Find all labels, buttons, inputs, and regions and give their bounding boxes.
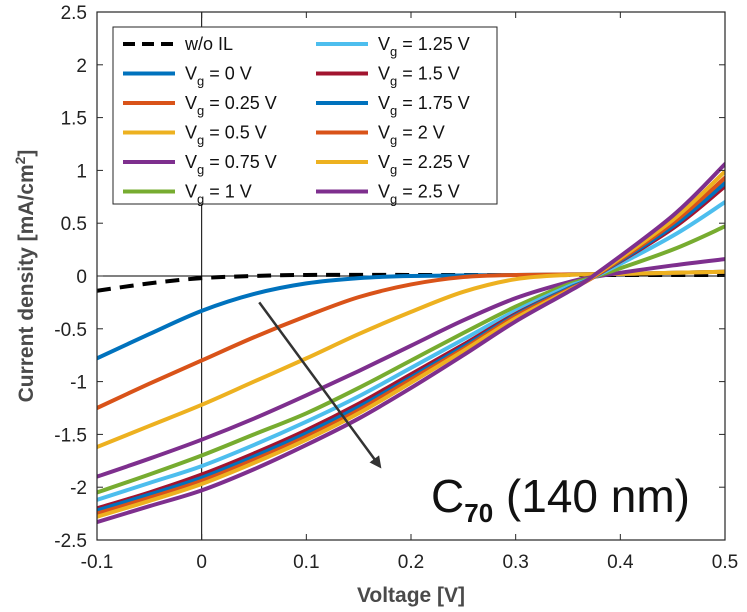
legend-label-sub: g	[197, 133, 204, 148]
y-axis-label: Current density [mA/cm2]	[12, 150, 38, 403]
legend-label-0: w/o IL	[184, 34, 233, 54]
x-tick-label: 0.1	[293, 552, 319, 573]
legend-label-v: V	[185, 123, 197, 143]
legend-label-v: V	[378, 34, 390, 54]
legend-label-v: V	[185, 152, 197, 172]
series-line-11	[97, 162, 725, 525]
legend-label-sub: g	[390, 103, 397, 118]
y-tick-label: -0.5	[54, 320, 87, 341]
sample-annotation: C70 (140 nm)	[431, 470, 690, 528]
x-tick-label: 0.4	[607, 552, 634, 573]
x-tick-label: -0.1	[81, 552, 114, 573]
legend-label-v: V	[185, 64, 197, 84]
sample-annotation-sub: 70	[464, 498, 493, 528]
x-tick-label: 0.2	[398, 552, 424, 573]
legend-label-rest: = 0.75 V	[204, 152, 277, 172]
legend-box	[112, 26, 498, 205]
legend-label-rest: = 2.25 V	[397, 152, 470, 172]
legend-label-1: Vg = 0 V	[185, 64, 252, 89]
y-tick-label: -1	[70, 373, 87, 394]
y-ticks: -2.5 -2 -1.5 -1 -0.5 0 0.5 1 1.5 2 2.5	[54, 3, 725, 552]
legend-label-2: Vg = 0.25 V	[185, 93, 277, 118]
legend-label-rest: = 1 V	[204, 182, 252, 202]
legend-label-sub: g	[390, 192, 397, 207]
legend-label-10: Vg = 2.25 V	[378, 152, 470, 177]
legend-label-sub: g	[197, 192, 204, 207]
y-axis-label-sup: 2	[12, 156, 28, 164]
legend-label-rest: = 2 V	[397, 123, 445, 143]
sample-annotation-main: C	[431, 470, 464, 522]
x-tick-label: 0	[196, 552, 207, 573]
legend-label-sub: g	[390, 74, 397, 89]
legend-label-rest: = 0.5 V	[204, 123, 267, 143]
legend-label-sub: g	[390, 44, 397, 59]
legend-label-v: V	[185, 93, 197, 113]
legend-label-sub: g	[197, 162, 204, 177]
legend-label-sub: g	[390, 162, 397, 177]
legend-label-7: Vg = 1.5 V	[378, 64, 460, 89]
x-tick-label: 0.3	[502, 552, 528, 573]
y-axis-label-end: ]	[15, 150, 38, 157]
legend-label-v: V	[378, 64, 390, 84]
legend-label-v: V	[185, 182, 197, 202]
y-axis-label-main: Current density [mA/cm	[15, 164, 38, 402]
legend-label-v: V	[378, 123, 390, 143]
x-tick-label: 0.5	[712, 552, 738, 573]
y-tick-label: 1	[76, 161, 87, 182]
legend-label-9: Vg = 2 V	[378, 123, 445, 148]
legend-label-rest: = 0 V	[204, 64, 252, 84]
legend-label-4: Vg = 0.75 V	[185, 152, 277, 177]
legend-label-rest: = 0.25 V	[204, 93, 277, 113]
sample-annotation-rest: (140 nm)	[493, 470, 690, 522]
legend-label-sub: g	[390, 133, 397, 148]
trend-arrow-layer	[258, 301, 382, 469]
legend-label-6: Vg = 1.25 V	[378, 34, 470, 59]
y-tick-label: 0	[76, 267, 87, 288]
legend-label-v: V	[378, 93, 390, 113]
series-layer	[97, 162, 725, 525]
legend-label-5: Vg = 1 V	[185, 182, 252, 207]
y-tick-label: -2	[70, 478, 87, 499]
x-axis-label: Voltage [V]	[357, 584, 465, 607]
y-tick-label: -1.5	[54, 425, 87, 446]
trend-arrow	[258, 301, 382, 469]
legend-label-rest: = 1.5 V	[397, 64, 460, 84]
legend-label-rest: = 2.5 V	[397, 182, 460, 202]
y-tick-label: 1.5	[61, 109, 87, 130]
y-tick-label: 2	[76, 56, 87, 77]
legend-label-8: Vg = 1.75 V	[378, 93, 470, 118]
legend-label-sub: g	[197, 103, 204, 118]
y-tick-label: -2.5	[54, 531, 87, 552]
series-line-3	[97, 269, 725, 450]
x-ticks: -0.1 0 0.1 0.2 0.3 0.4 0.5	[81, 12, 738, 573]
legend-label-v: V	[378, 152, 390, 172]
y-tick-label: 0.5	[61, 214, 87, 235]
legend-label-rest: = 1.75 V	[397, 93, 470, 113]
legend-label-3: Vg = 0.5 V	[185, 123, 267, 148]
legend-label-sub: g	[197, 74, 204, 89]
legend-label-text: w/o IL	[184, 34, 233, 54]
y-tick-label: 2.5	[61, 3, 87, 24]
legend-label-rest: = 1.25 V	[397, 34, 470, 54]
legend-label-11: Vg = 2.5 V	[378, 182, 460, 207]
legend-label-v: V	[378, 182, 390, 202]
